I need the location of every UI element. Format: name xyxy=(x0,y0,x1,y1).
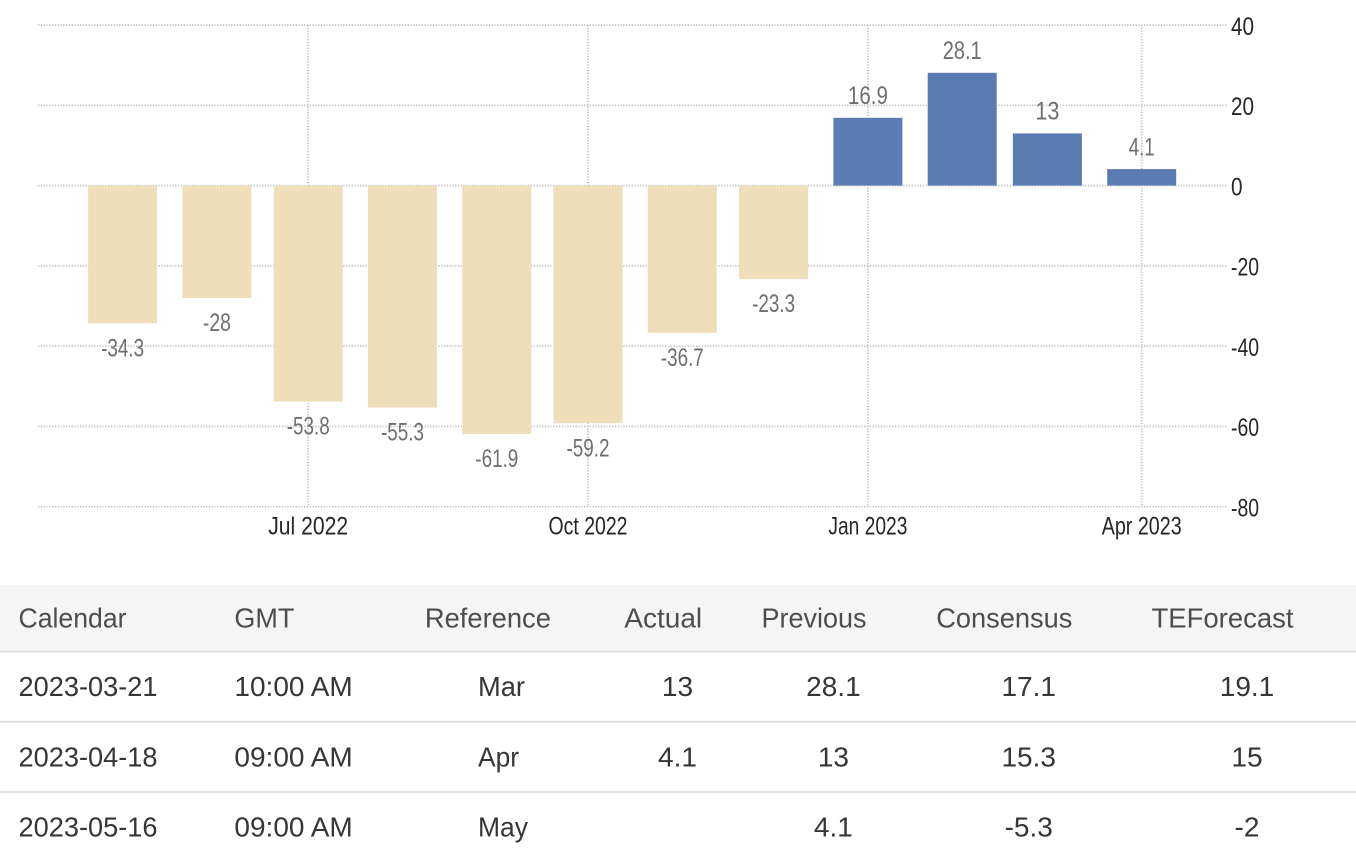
svg-text:-2: -2 xyxy=(1235,812,1260,843)
svg-text:09:00 AM: 09:00 AM xyxy=(234,741,352,772)
svg-text:Reference: Reference xyxy=(425,603,551,634)
svg-text:-23.3: -23.3 xyxy=(752,290,795,318)
svg-text:Mar: Mar xyxy=(478,671,525,702)
svg-text:Jul 2022: Jul 2022 xyxy=(268,513,348,541)
svg-text:10:00 AM: 10:00 AM xyxy=(234,671,352,702)
svg-text:2023-05-16: 2023-05-16 xyxy=(19,812,158,843)
svg-text:4.1: 4.1 xyxy=(1129,133,1155,161)
svg-text:4.1: 4.1 xyxy=(814,812,853,843)
svg-text:15.3: 15.3 xyxy=(1001,741,1056,772)
svg-text:Previous: Previous xyxy=(762,603,867,634)
svg-text:-5.3: -5.3 xyxy=(1005,812,1053,843)
svg-text:Jan 2023: Jan 2023 xyxy=(828,513,907,541)
svg-text:16.9: 16.9 xyxy=(848,82,888,110)
svg-text:09:00 AM: 09:00 AM xyxy=(234,812,352,843)
svg-text:-80: -80 xyxy=(1231,495,1259,523)
svg-text:-61.9: -61.9 xyxy=(475,445,518,473)
svg-text:4.1: 4.1 xyxy=(658,741,697,772)
svg-text:Apr: Apr xyxy=(478,741,519,772)
svg-text:2023-04-18: 2023-04-18 xyxy=(19,741,158,772)
svg-text:20: 20 xyxy=(1231,93,1254,121)
svg-text:-55.3: -55.3 xyxy=(381,419,424,447)
svg-text:17.1: 17.1 xyxy=(1001,671,1056,702)
svg-text:Actual: Actual xyxy=(624,603,702,634)
svg-text:13: 13 xyxy=(662,671,693,702)
svg-text:GMT: GMT xyxy=(234,603,294,634)
svg-text:-36.7: -36.7 xyxy=(661,344,704,372)
svg-text:-20: -20 xyxy=(1231,254,1259,282)
svg-text:28.1: 28.1 xyxy=(943,37,982,65)
svg-text:15: 15 xyxy=(1231,741,1262,772)
svg-text:Oct 2022: Oct 2022 xyxy=(549,513,628,541)
svg-text:-53.8: -53.8 xyxy=(287,413,330,441)
svg-text:19.1: 19.1 xyxy=(1220,671,1275,702)
svg-text:-59.2: -59.2 xyxy=(567,434,610,462)
svg-text:-40: -40 xyxy=(1231,334,1259,362)
svg-text:-28: -28 xyxy=(203,309,231,337)
svg-text:40: 40 xyxy=(1231,13,1254,41)
svg-text:-34.3: -34.3 xyxy=(101,334,144,362)
svg-text:Apr 2023: Apr 2023 xyxy=(1102,513,1182,541)
svg-text:Consensus: Consensus xyxy=(936,603,1072,634)
svg-text:28.1: 28.1 xyxy=(806,671,861,702)
svg-text:TEForecast: TEForecast xyxy=(1152,603,1294,634)
svg-text:May: May xyxy=(478,812,528,843)
svg-text:13: 13 xyxy=(818,741,849,772)
svg-text:13: 13 xyxy=(1035,98,1059,126)
svg-text:Calendar: Calendar xyxy=(19,603,127,634)
svg-text:2023-03-21: 2023-03-21 xyxy=(19,671,158,702)
svg-text:-60: -60 xyxy=(1231,414,1259,442)
svg-text:0: 0 xyxy=(1231,173,1243,201)
